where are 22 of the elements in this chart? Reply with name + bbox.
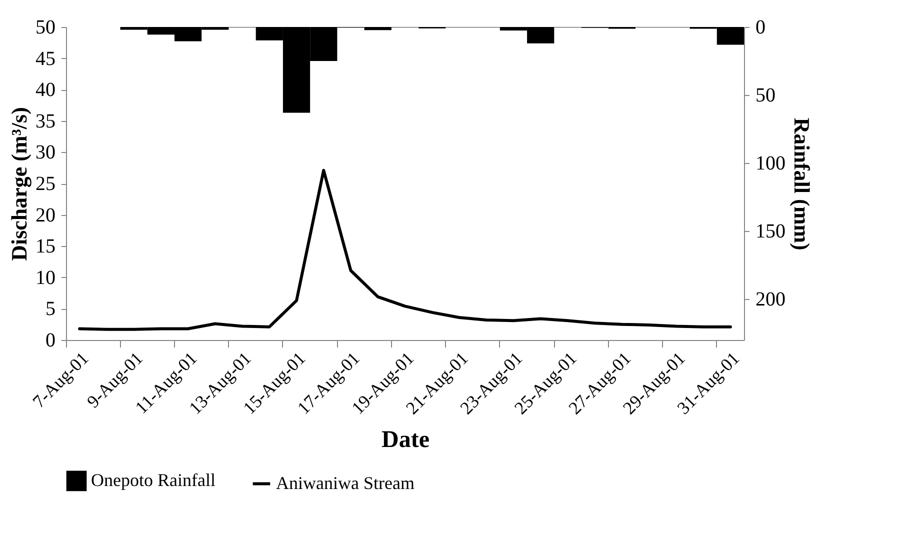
y-tick-label: 50 [36, 16, 56, 38]
y2-tick-label: 50 [756, 84, 776, 107]
legend-label: Onepoto Rainfall [91, 470, 216, 490]
line-series [78, 168, 732, 331]
y2-tick-label: 0 [756, 16, 766, 38]
y-tick-label: 10 [36, 266, 56, 289]
y-tick-label: 0 [46, 330, 56, 352]
y-axis-title: Discharge (m³/s) [6, 107, 32, 261]
y-tick-label: 45 [36, 48, 56, 70]
y-tick-label: 35 [36, 110, 56, 132]
y-tick-label: 20 [36, 204, 56, 226]
x-axis-title: Date [382, 427, 430, 454]
y-tick-label: 40 [36, 79, 56, 102]
y-tick-label: 15 [36, 236, 56, 258]
y2-tick-label: 100 [756, 152, 786, 175]
y2-tick-label: 200 [756, 288, 786, 311]
y-tick-label: 5 [46, 298, 56, 320]
y-tick-label: 30 [36, 142, 56, 164]
legend-label: Aniwaniwa Stream [276, 472, 414, 493]
y2-tick-label: 150 [756, 220, 786, 243]
y-tick-label: 25 [36, 173, 56, 195]
y2-axis-title: Rainfall (mm) [790, 118, 814, 250]
